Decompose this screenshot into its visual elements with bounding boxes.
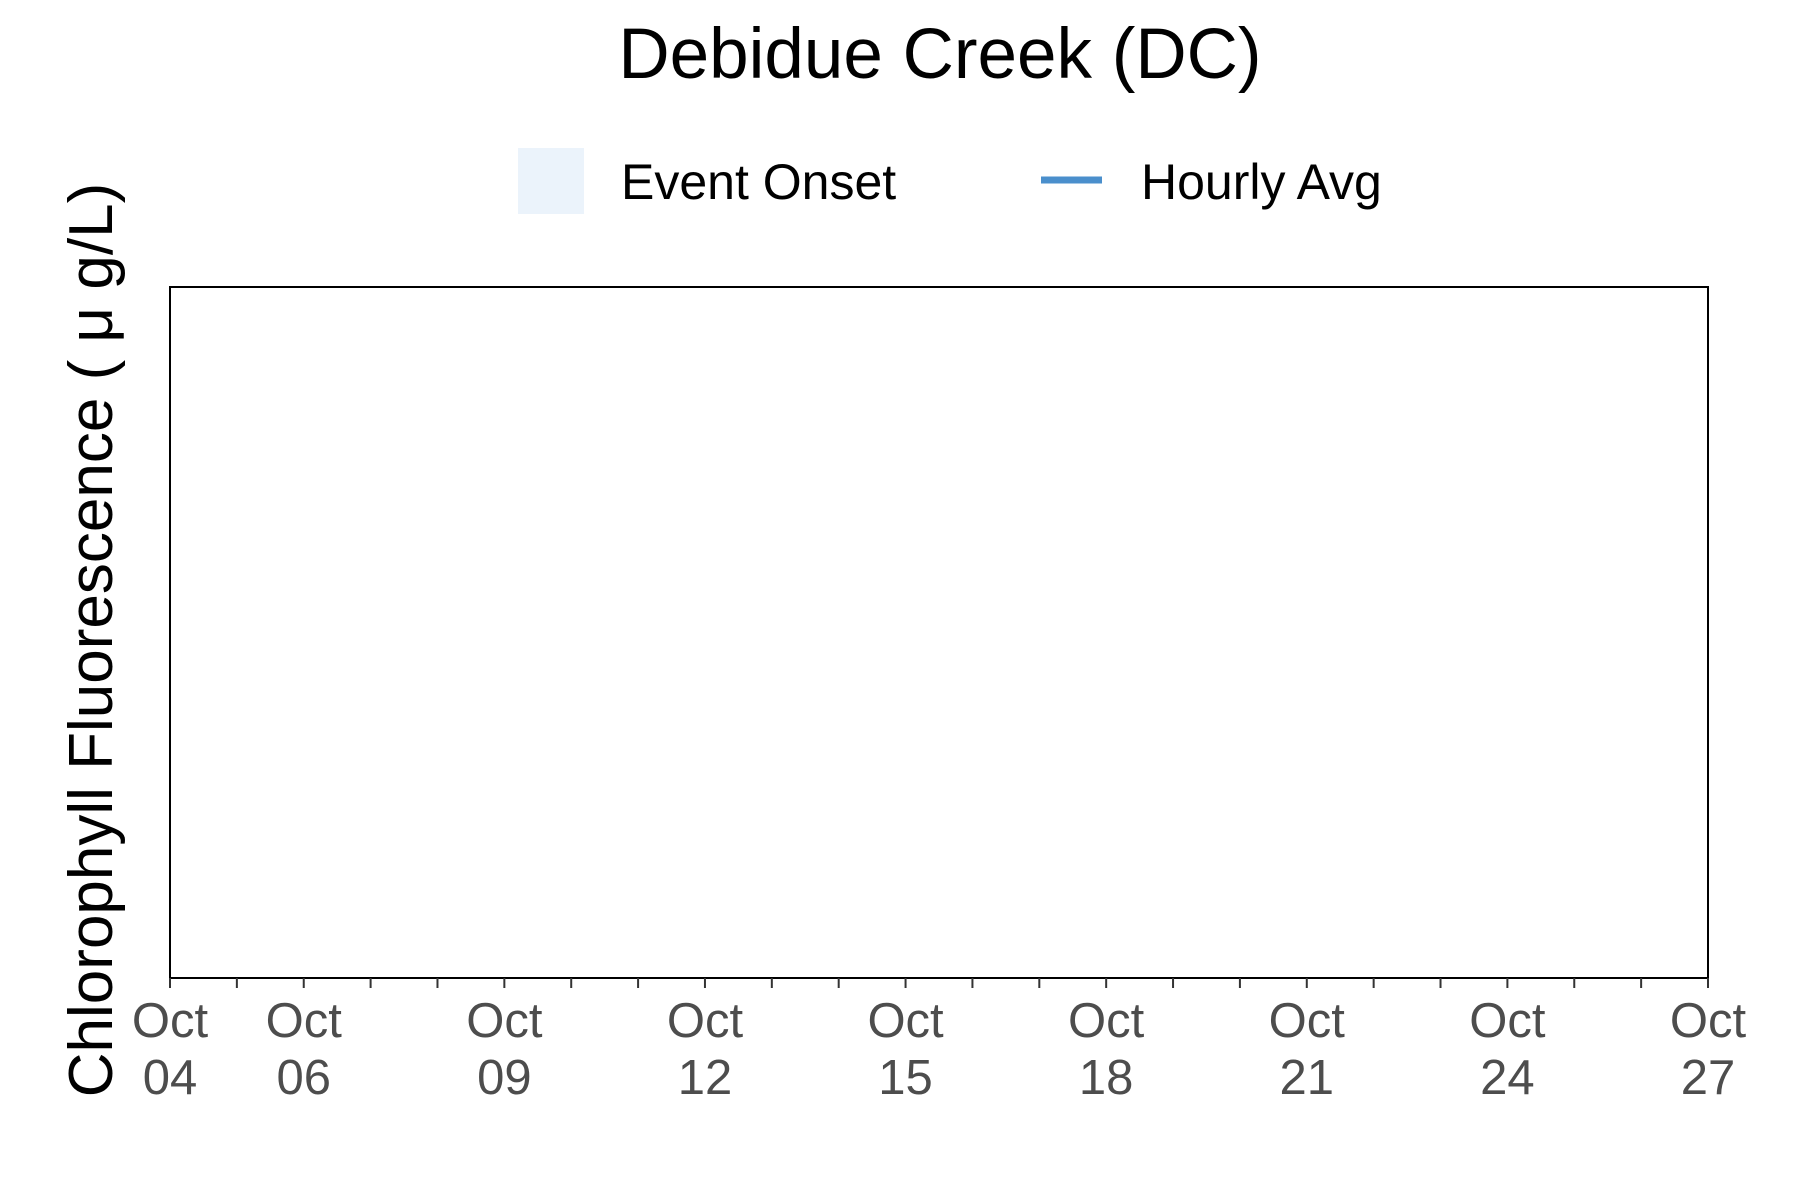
x-tick-label: Oct 06 xyxy=(266,994,343,1105)
x-tick-label-day: 04 xyxy=(143,1051,198,1105)
x-tick-label-month: Oct xyxy=(667,994,744,1048)
x-tick-label-day: 15 xyxy=(878,1051,933,1105)
x-tick-label-day: 27 xyxy=(1681,1051,1736,1105)
x-tick-label: Oct 24 xyxy=(1469,994,1546,1105)
y-axis-label: Chlorophyll Fluorescence ( μ g/L) xyxy=(57,183,126,1097)
x-tick-label: Oct 04 xyxy=(132,994,209,1105)
x-tick-label-month: Oct xyxy=(867,994,944,1048)
x-tick-label: Oct 27 xyxy=(1670,994,1747,1105)
legend-label-event-onset: Event Onset xyxy=(621,154,896,210)
legend-label-hourly-avg: Hourly Avg xyxy=(1141,154,1382,210)
legend-swatch-event-onset xyxy=(518,148,584,214)
x-tick-label-day: 12 xyxy=(678,1051,733,1105)
x-tick-label: Oct 12 xyxy=(667,994,744,1105)
x-tick-label: Oct 09 xyxy=(466,994,543,1105)
x-tick-label-month: Oct xyxy=(1068,994,1145,1048)
x-tick-label-month: Oct xyxy=(1670,994,1747,1048)
x-tick-label-day: 24 xyxy=(1480,1051,1535,1105)
x-tick-label: Oct 21 xyxy=(1269,994,1346,1105)
x-tick-label-month: Oct xyxy=(132,994,209,1048)
x-tick-label-day: 18 xyxy=(1079,1051,1134,1105)
plot-panel xyxy=(169,286,1709,979)
chart-title: Debidue Creek (DC) xyxy=(618,15,1261,94)
x-tick-label: Oct 15 xyxy=(867,994,944,1105)
x-tick-label: Oct 18 xyxy=(1068,994,1145,1105)
x-tick-label-month: Oct xyxy=(1469,994,1546,1048)
legend: Event Onset Hourly Avg xyxy=(518,148,1382,214)
x-tick-label-month: Oct xyxy=(1269,994,1346,1048)
x-tick-label-day: 09 xyxy=(477,1051,532,1105)
x-tick-label-day: 06 xyxy=(276,1051,331,1105)
x-tick-label-month: Oct xyxy=(466,994,543,1048)
x-tick-label-day: 21 xyxy=(1280,1051,1335,1105)
x-tick-label-month: Oct xyxy=(266,994,343,1048)
